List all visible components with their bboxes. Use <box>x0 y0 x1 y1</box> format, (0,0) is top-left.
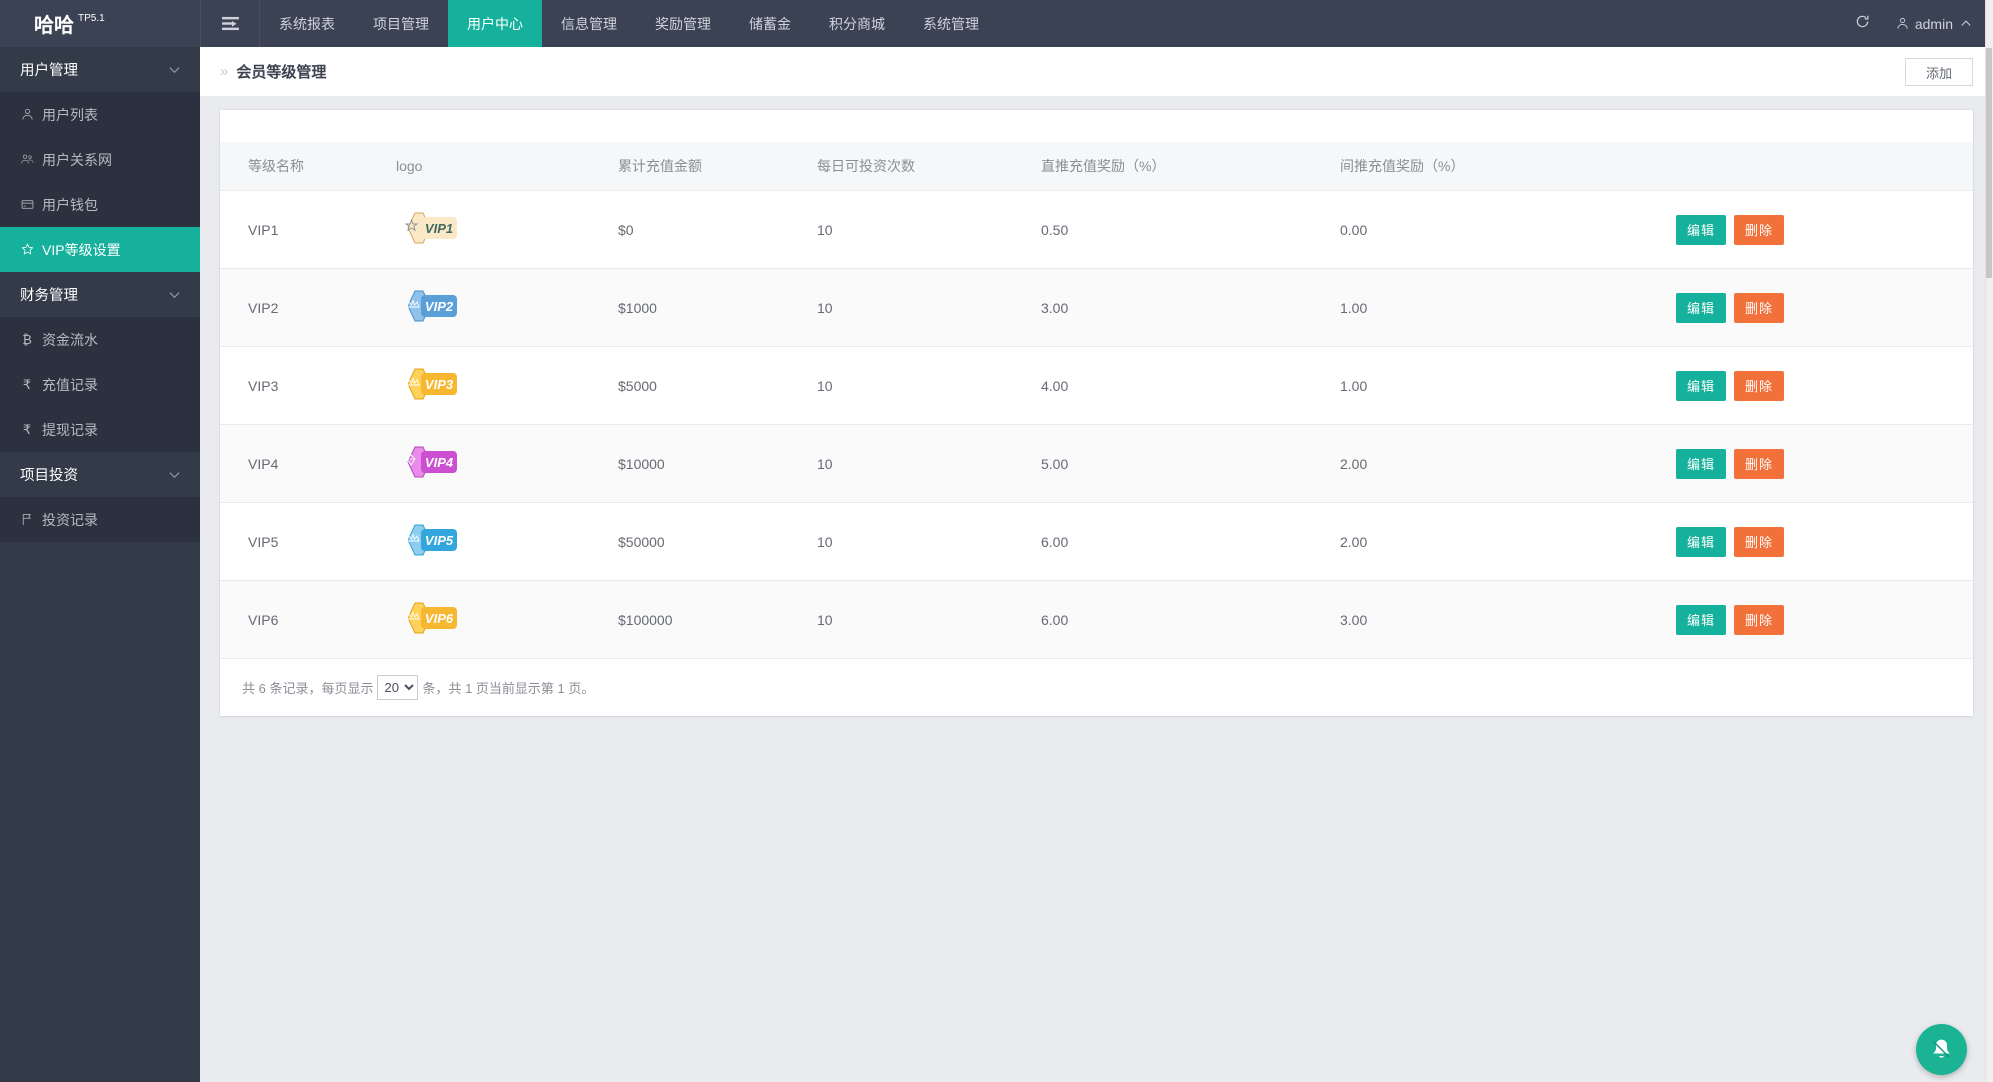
svg-text:VIP6: VIP6 <box>425 611 454 626</box>
svg-text:VIP2: VIP2 <box>425 299 454 314</box>
svg-text:VIP4: VIP4 <box>425 455 454 470</box>
svg-text:VIP5: VIP5 <box>425 533 454 548</box>
svg-text:VIP1: VIP1 <box>425 221 453 236</box>
svg-text:VIP3: VIP3 <box>425 377 454 392</box>
